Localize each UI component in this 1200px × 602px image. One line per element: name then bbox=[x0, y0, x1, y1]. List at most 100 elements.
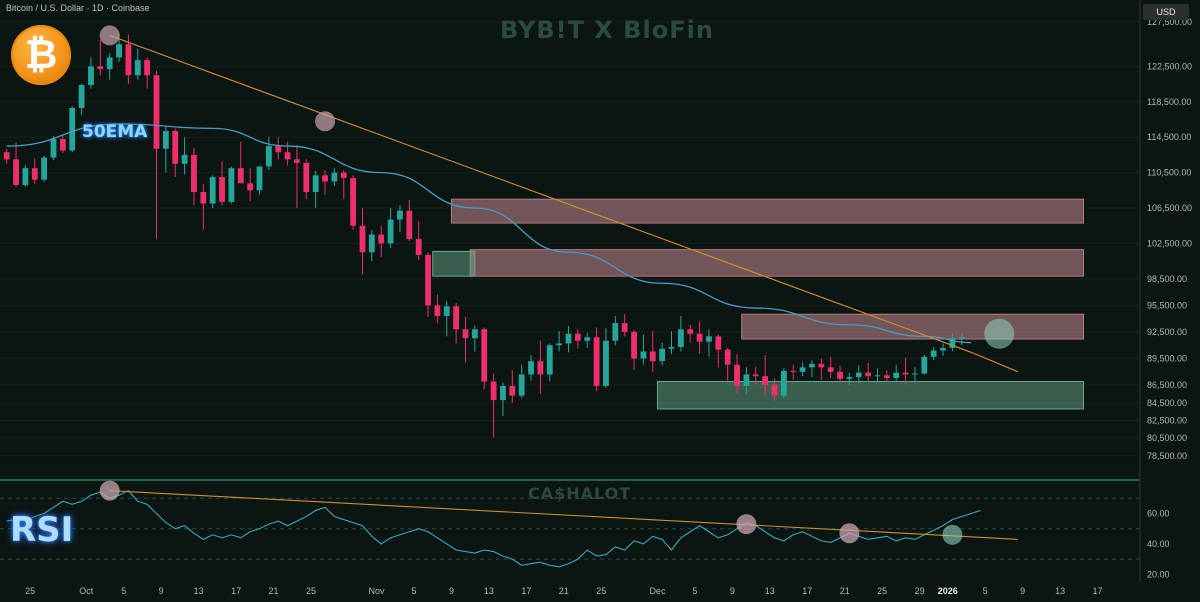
date-tick-label: 17 bbox=[1093, 586, 1103, 596]
rsi-axis[interactable]: 60.00 40.00 20.00 bbox=[1147, 508, 1170, 579]
candle-body bbox=[921, 356, 928, 374]
date-tick-label: 17 bbox=[521, 586, 531, 596]
price-tick-label: 78,500.00 bbox=[1147, 451, 1187, 461]
date-tick-label: 21 bbox=[559, 586, 569, 596]
candle-body bbox=[677, 329, 684, 347]
resistance-zone bbox=[450, 198, 1085, 224]
date-tick-label: 13 bbox=[765, 586, 775, 596]
date-tick-label: 2026 bbox=[938, 586, 958, 596]
candle-body bbox=[883, 375, 890, 378]
candle-body bbox=[350, 177, 357, 226]
candle-body bbox=[59, 138, 66, 151]
candle-body bbox=[687, 329, 694, 334]
ema-annotation: 50EMA bbox=[82, 122, 148, 142]
candle-body bbox=[743, 374, 750, 386]
candle-body bbox=[930, 350, 937, 357]
price-axis[interactable]: 127,500.00 122,500.00 118,500.00 114,500.00… bbox=[1147, 17, 1192, 461]
candle-body bbox=[247, 183, 254, 191]
candle-body bbox=[162, 131, 169, 149]
date-tick-label: 17 bbox=[231, 586, 241, 596]
price-tick-label: 98,500.00 bbox=[1147, 274, 1187, 284]
date-tick-label: 5 bbox=[983, 586, 988, 596]
candle-body bbox=[50, 138, 57, 158]
rsi-tick-label: 40.00 bbox=[1147, 539, 1170, 549]
date-tick-label: 9 bbox=[159, 586, 164, 596]
candle-body bbox=[706, 336, 712, 342]
currency-badge[interactable]: USD bbox=[1143, 4, 1189, 20]
candle-body bbox=[780, 370, 787, 396]
candle-body bbox=[397, 210, 403, 220]
date-tick-label: 21 bbox=[269, 586, 279, 596]
price-tick-label: 122,500.00 bbox=[1147, 61, 1192, 71]
support-resistance-zones bbox=[432, 198, 1085, 410]
candle-body bbox=[846, 377, 853, 379]
candle-body bbox=[78, 84, 85, 108]
candle-body bbox=[303, 162, 310, 193]
candle-body bbox=[31, 168, 38, 180]
resistance-zone bbox=[741, 313, 1085, 340]
candle-body bbox=[434, 305, 441, 317]
symbol-title: Bitcoin / U.S. Dollar · 1D · Coinbase bbox=[6, 3, 150, 13]
candle-body bbox=[490, 381, 497, 401]
candle-body bbox=[874, 375, 881, 377]
candle-body bbox=[809, 363, 815, 368]
candle-body bbox=[209, 177, 216, 204]
peak-marker bbox=[99, 25, 120, 46]
candle-body bbox=[565, 333, 572, 344]
candle-body bbox=[22, 168, 29, 186]
candle-body bbox=[612, 323, 619, 341]
candle-body bbox=[415, 239, 422, 255]
date-tick-label: 9 bbox=[730, 586, 735, 596]
date-tick-label: Dec bbox=[649, 586, 666, 596]
candle-body bbox=[762, 376, 769, 386]
rsi-line bbox=[6, 489, 981, 568]
candle-body bbox=[312, 175, 319, 193]
date-tick-label: 25 bbox=[596, 586, 606, 596]
candle-body bbox=[294, 159, 300, 163]
price-tick-label: 82,500.00 bbox=[1147, 415, 1187, 425]
ema-50-line bbox=[6, 123, 972, 344]
candle-body bbox=[724, 349, 731, 365]
candle-body bbox=[13, 159, 19, 186]
candle-body bbox=[593, 337, 600, 386]
candle-body bbox=[331, 172, 338, 182]
breakout-marker bbox=[984, 318, 1015, 349]
candle-body bbox=[425, 254, 431, 306]
price-trendline bbox=[109, 34, 1019, 373]
candle-body bbox=[509, 385, 516, 396]
rsi-trendline bbox=[109, 490, 1018, 540]
candle-body bbox=[69, 107, 76, 151]
price-tick-label: 102,500.00 bbox=[1147, 238, 1192, 248]
candle-body bbox=[912, 373, 918, 375]
support-zone bbox=[432, 250, 476, 277]
candle-body bbox=[752, 374, 759, 377]
rsi-peak-marker bbox=[99, 480, 120, 501]
rsi-markers bbox=[99, 480, 963, 545]
candle-body bbox=[387, 219, 394, 244]
candle-body bbox=[237, 168, 244, 184]
price-tick-label: 89,500.00 bbox=[1147, 354, 1187, 364]
date-tick-label: 5 bbox=[411, 586, 416, 596]
date-tick-label: Oct bbox=[79, 586, 94, 596]
price-tick-label: 114,500.00 bbox=[1147, 132, 1191, 142]
rsi-tick-label: 20.00 bbox=[1147, 569, 1170, 579]
candle-body bbox=[827, 367, 834, 372]
date-axis[interactable]: 25 Oct 5 9 13 17 21 25 Nov 5 9 13 17 21 25 Dec 5 9 13 17 21 2… bbox=[25, 586, 1102, 596]
candle-body bbox=[172, 131, 179, 164]
candle-body bbox=[219, 177, 225, 202]
candle-body bbox=[134, 60, 141, 76]
price-tick-label: 106,500.00 bbox=[1147, 203, 1192, 213]
ema-layer bbox=[6, 123, 972, 344]
rsi-guide-lines bbox=[0, 497, 1140, 560]
candle-body bbox=[940, 347, 946, 351]
price-tick-label: 110,500.00 bbox=[1147, 168, 1191, 178]
date-tick-label: 9 bbox=[449, 586, 454, 596]
candle-body bbox=[191, 154, 197, 193]
price-tick-label: 95,500.00 bbox=[1147, 300, 1187, 310]
rsi-breakout-marker bbox=[942, 524, 963, 545]
resistance-zone bbox=[469, 249, 1084, 277]
date-tick-label: 17 bbox=[802, 586, 812, 596]
candle-body bbox=[200, 192, 207, 204]
